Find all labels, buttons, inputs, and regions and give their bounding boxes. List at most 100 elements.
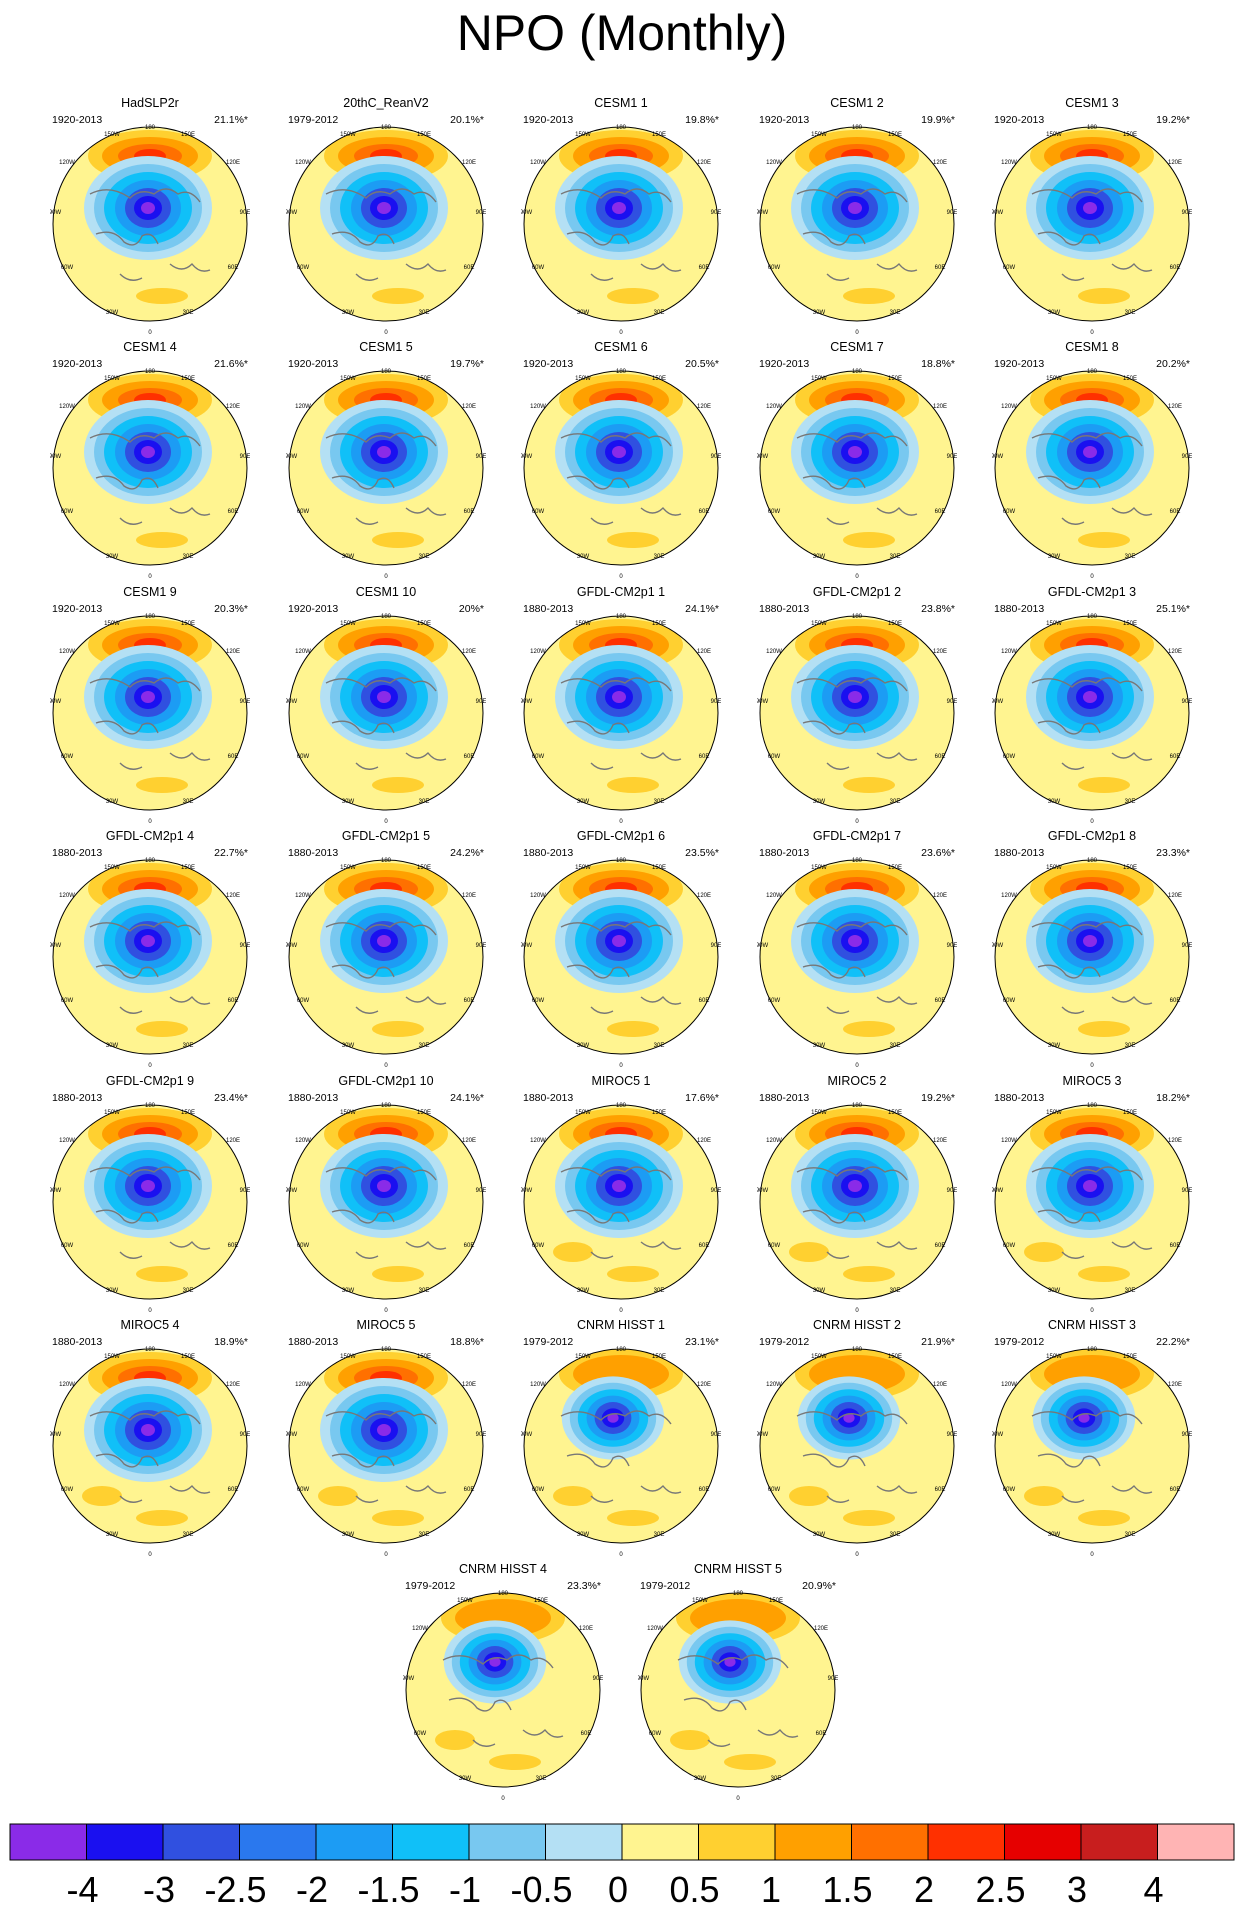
coastline — [325, 188, 447, 281]
longitude-label: 180 — [145, 1347, 156, 1353]
longitude-label: 30E — [654, 1043, 665, 1049]
polar-map: 180 150W 150E 120W 120E 90W 90E 60W 60E 30W 30E 0 — [286, 1103, 486, 1314]
coastline — [89, 677, 211, 770]
panel-title: MIROC5 2 — [827, 1074, 887, 1088]
longitude-label: 60W — [61, 509, 74, 515]
longitude-label: 60E — [1170, 509, 1181, 515]
panel-period: 1880-2013 — [52, 1336, 103, 1348]
longitude-label: 30W — [106, 310, 119, 316]
map-boundary — [523, 1348, 719, 1544]
longitude-label: 120W — [59, 1382, 75, 1388]
longitude-label: 150W — [340, 621, 356, 627]
panel-period: 1920-2013 — [288, 603, 339, 615]
longitude-label: 120E — [462, 1138, 476, 1144]
longitude-label: 90E — [1182, 1188, 1192, 1194]
longitude-label: 120E — [933, 893, 947, 899]
panel-variance: 19.8%* — [685, 114, 719, 126]
panel-period: 1880-2013 — [523, 603, 574, 615]
polar-map: 180 150W 150E 120W 120E 90W 90E 60W 60E 30W 30E 0 — [757, 1103, 957, 1314]
map-panel: CESM1 1 1920-2013 19.8%* 180 150W 150E 120W 120… — [511, 96, 731, 336]
longitude-label: 90E — [240, 699, 250, 705]
panel-period: 1979-2012 — [640, 1580, 691, 1592]
panel-title: CESM1 1 — [594, 96, 648, 110]
longitude-label: 90W — [992, 943, 1004, 949]
negative-anomaly — [612, 691, 626, 703]
longitude-label: 90E — [476, 1188, 486, 1194]
longitude-label: 180 — [145, 858, 156, 864]
longitude-label: 90W — [521, 699, 533, 705]
longitude-label: 90W — [521, 1188, 533, 1194]
negative-anomaly — [848, 202, 862, 214]
longitude-label: 90W — [286, 943, 298, 949]
panel-period: 1880-2013 — [52, 847, 103, 859]
longitude-label: 90E — [593, 1676, 603, 1682]
panel-period: 1880-2013 — [288, 1092, 339, 1104]
positive-anomaly — [553, 1486, 593, 1506]
longitude-label: 90W — [286, 699, 298, 705]
map-panel: GFDL-CM2p1 5 1880-2013 24.2%* 180 150W 150E 12… — [276, 829, 496, 1069]
longitude-label: 60W — [768, 998, 781, 1004]
longitude-label: 90E — [240, 943, 250, 949]
longitude-label: 60E — [1170, 1243, 1181, 1249]
longitude-label: 120E — [462, 649, 476, 655]
longitude-label: 90W — [638, 1676, 650, 1682]
negative-anomaly — [1078, 1413, 1090, 1423]
colorbar-swatch — [621, 1823, 699, 1861]
longitude-label: 120W — [530, 1382, 546, 1388]
longitude-label: 90W — [757, 699, 769, 705]
panel-period: 1920-2013 — [523, 358, 574, 370]
coastline — [325, 677, 447, 770]
map-boundary — [405, 1592, 601, 1788]
polar-map: 180 150W 150E 120W 120E 90W 90E 60W 60E 30W 30E 0 — [521, 369, 721, 580]
map-panel: CESM1 3 1920-2013 19.2%* 180 150W 150E 120W 120… — [982, 96, 1202, 336]
longitude-label: 60W — [532, 998, 545, 1004]
longitude-label: 120W — [295, 893, 311, 899]
longitude-label: 30E — [771, 1776, 782, 1782]
longitude-label: 0 — [619, 1552, 623, 1558]
longitude-label: 30E — [183, 1043, 194, 1049]
longitude-label: 30W — [577, 1532, 590, 1538]
longitude-label: 90W — [757, 943, 769, 949]
longitude-label: 30E — [183, 1288, 194, 1294]
polar-map: 180 150W 150E 120W 120E 90W 90E 60W 60E 30W 30E 0 — [50, 369, 250, 580]
longitude-label: 150W — [1046, 865, 1062, 871]
longitude-label: 120E — [226, 1138, 240, 1144]
panel-title: CESM1 5 — [359, 340, 413, 354]
longitude-label: 60W — [297, 1487, 310, 1493]
panel-variance: 19.2%* — [921, 1092, 955, 1104]
negative-anomaly — [141, 202, 155, 214]
longitude-label: 0 — [1090, 330, 1094, 336]
longitude-label: 120E — [1168, 160, 1182, 166]
longitude-label: 90E — [947, 1188, 957, 1194]
longitude-label: 0 — [501, 1796, 505, 1802]
negative-anomaly — [1083, 1180, 1097, 1192]
positive-anomaly — [136, 1510, 188, 1526]
negative-anomaly — [141, 446, 155, 458]
map-panel: CESM1 4 1920-2013 21.6%* 180 150W 150E 120W 120… — [40, 340, 260, 580]
coastline — [560, 432, 682, 525]
negative-anomaly — [848, 935, 862, 947]
longitude-label: 120E — [462, 893, 476, 899]
longitude-label: 150E — [652, 621, 666, 627]
map-panel: MIROC5 4 1880-2013 18.9%* 180 150W 150E 120W 12… — [40, 1318, 260, 1558]
coastline — [560, 1410, 682, 1503]
map-boundary — [52, 126, 248, 322]
panel-variance: 23.1%* — [685, 1336, 719, 1348]
longitude-label: 0 — [148, 1308, 152, 1314]
longitude-label: 30W — [1048, 1288, 1061, 1294]
negative-anomaly — [1083, 202, 1097, 214]
longitude-label: 150W — [340, 1110, 356, 1116]
longitude-label: 150E — [181, 621, 195, 627]
panel-variance: 19.7%* — [450, 358, 484, 370]
coastline — [796, 677, 918, 770]
coastline — [89, 1166, 211, 1259]
negative-anomaly — [724, 1657, 736, 1667]
panel-variance: 18.8%* — [921, 358, 955, 370]
longitude-label: 90E — [476, 699, 486, 705]
negative-anomaly — [377, 935, 391, 947]
panel-title: GFDL-CM2p1 8 — [1047, 829, 1137, 843]
longitude-label: 120E — [933, 404, 947, 410]
longitude-label: 90W — [992, 1432, 1004, 1438]
panel-period: 1920-2013 — [759, 114, 810, 126]
polar-map: 180 150W 150E 120W 120E 90W 90E 60W 60E 30W 30E 0 — [992, 614, 1192, 825]
